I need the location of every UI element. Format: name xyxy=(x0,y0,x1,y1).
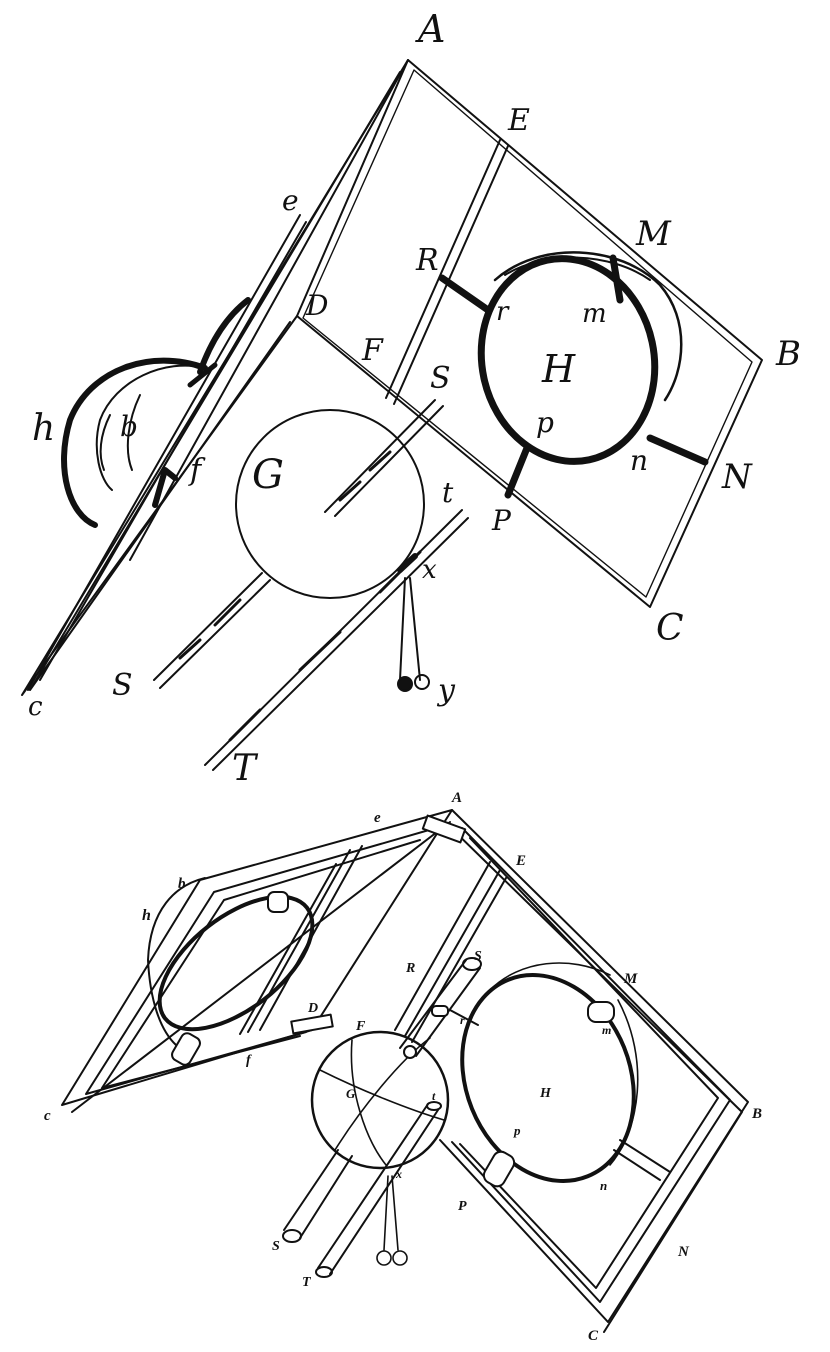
top-labels: A E M B N C e D R F S H r m p n P G t x … xyxy=(28,7,801,789)
label-R: R xyxy=(405,961,415,976)
label-m: m xyxy=(582,299,607,329)
bottom-right-frame xyxy=(439,809,749,1333)
label-R: R xyxy=(415,243,439,278)
label-H: H xyxy=(539,1086,552,1101)
top-rod-s-lower xyxy=(153,572,271,689)
label-F: F xyxy=(355,1019,366,1034)
label-C: C xyxy=(656,608,684,649)
bottom-left-frame xyxy=(61,809,467,1113)
label-T: T xyxy=(232,748,259,789)
label-P: P xyxy=(458,1199,467,1214)
label-B: B xyxy=(751,1106,762,1122)
top-right-frame xyxy=(296,59,763,608)
top-hemisphere-h xyxy=(61,297,251,528)
top-weights-y xyxy=(397,577,430,692)
label-E: E xyxy=(507,103,530,138)
label-S: S xyxy=(430,361,451,396)
label-n: n xyxy=(600,1178,607,1193)
label-G: G xyxy=(346,1086,356,1101)
top-rod-t-T xyxy=(204,509,469,771)
label-e: e xyxy=(282,184,299,217)
label-t: t xyxy=(432,1089,436,1103)
label-P: P xyxy=(491,504,512,537)
label-m: m xyxy=(602,1023,611,1037)
label-e: e xyxy=(374,810,381,826)
bottom-rod-t-T xyxy=(315,1101,442,1278)
top-figure: A E M B N C e D R F S H r m p n P G t x … xyxy=(21,7,801,789)
label-f: f xyxy=(246,1053,252,1068)
label-x: x xyxy=(395,1167,402,1181)
top-left-frame xyxy=(21,59,409,696)
label-p: p xyxy=(513,1123,521,1138)
label-F: F xyxy=(361,333,384,368)
bottom-weights xyxy=(376,1175,408,1266)
label-f: f xyxy=(188,453,206,488)
top-rod-s-upper xyxy=(324,399,444,517)
label-b: b xyxy=(120,410,138,443)
label-D: D xyxy=(305,289,328,322)
bottom-figure: A E M B N C e D R F S H r m p n P G t x … xyxy=(44,790,762,1344)
label-C: C xyxy=(588,1328,599,1344)
label-h: h xyxy=(142,907,151,924)
label-T: T xyxy=(302,1275,312,1290)
label-E: E xyxy=(515,853,526,869)
bottom-rod-s-lower xyxy=(282,1149,353,1243)
label-y: y xyxy=(436,673,456,708)
bottom-crossbar-ef xyxy=(394,861,507,1043)
bottom-rod-s-upper xyxy=(399,957,482,1059)
label-S: S xyxy=(474,949,482,964)
label-N: N xyxy=(721,457,753,497)
label-H: H xyxy=(541,347,576,391)
label-D: D xyxy=(307,1001,318,1016)
label-c: c xyxy=(44,1108,51,1124)
bottom-hemisphere-H xyxy=(449,962,671,1188)
top-hemisphere-H xyxy=(438,251,709,499)
label-s-lower: S xyxy=(272,1239,280,1254)
label-n: n xyxy=(630,444,648,477)
label-p: p xyxy=(536,406,554,439)
label-c: c xyxy=(28,692,43,722)
label-r: r xyxy=(460,1013,465,1027)
label-N: N xyxy=(677,1244,690,1260)
label-b: b xyxy=(178,876,186,892)
label-x: x xyxy=(422,555,437,585)
label-r: r xyxy=(496,297,510,327)
label-A: A xyxy=(451,790,462,806)
label-A: A xyxy=(415,7,445,51)
label-M: M xyxy=(635,214,672,254)
label-h: h xyxy=(32,408,55,449)
top-sphere-G xyxy=(235,409,425,599)
label-t: t xyxy=(442,476,454,509)
label-B: B xyxy=(775,334,801,374)
bottom-labels: A E M B N C e D R F S H r m p n P G t x … xyxy=(44,790,762,1344)
top-crossbar-ef xyxy=(385,139,509,405)
label-M: M xyxy=(623,971,638,987)
bottom-sphere-G xyxy=(310,1030,450,1170)
label-G: G xyxy=(252,452,284,498)
bottom-hemisphere-h xyxy=(147,877,315,1066)
label-s-lower: S xyxy=(112,668,133,703)
